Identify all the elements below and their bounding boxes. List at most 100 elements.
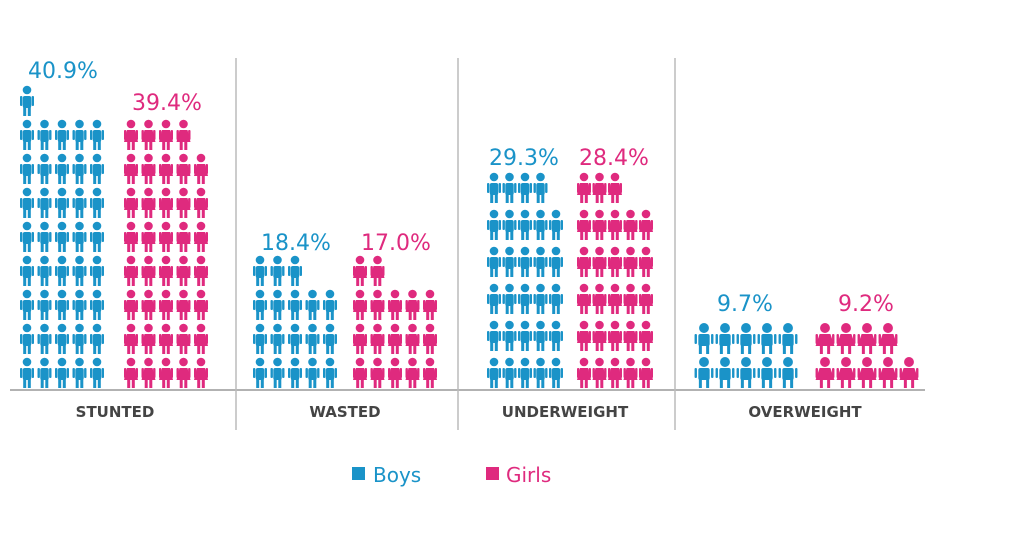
girl-icon <box>577 246 591 277</box>
boy-icon <box>270 289 285 320</box>
boy-icon <box>305 357 320 388</box>
girl-icon <box>623 209 638 240</box>
boy-icon <box>253 289 267 320</box>
girl-icon <box>608 172 622 203</box>
legend-label-boys: Boys <box>373 463 421 487</box>
girl-icon <box>176 119 191 150</box>
girl-icon <box>423 289 437 320</box>
girl-icon <box>592 172 607 203</box>
boy-icon <box>487 320 501 351</box>
girl-icon <box>353 323 367 354</box>
boy-icon <box>502 172 517 203</box>
girl-icon <box>159 323 173 354</box>
boy-icon <box>90 221 104 252</box>
girl-icon <box>124 289 138 320</box>
boy-icon <box>502 357 517 388</box>
girl-icon <box>370 323 385 354</box>
boy-icon <box>549 209 563 240</box>
girl-icon <box>124 357 138 388</box>
girl-icon <box>639 209 653 240</box>
boy-icon <box>37 119 52 150</box>
boy-icon <box>518 246 532 277</box>
girl-icon <box>577 209 591 240</box>
boy-icon <box>487 209 501 240</box>
boy-icon <box>757 357 777 388</box>
boy-icon <box>533 320 548 351</box>
boy-icon <box>518 320 532 351</box>
girl-icon <box>836 357 856 388</box>
boy-icon <box>20 221 34 252</box>
boy-icon <box>518 283 532 314</box>
boy-icon <box>502 246 517 277</box>
boy-icon <box>37 357 52 388</box>
boy-icon <box>72 323 87 354</box>
girl-icon <box>623 357 638 388</box>
girl-icon <box>623 320 638 351</box>
girl-icon <box>176 289 191 320</box>
boy-icon <box>518 357 532 388</box>
girl-icon <box>592 283 607 314</box>
boy-icon <box>90 255 104 286</box>
boy-icon <box>90 357 104 388</box>
boy-icon <box>518 172 532 203</box>
boy-icon <box>502 320 517 351</box>
boy-icon <box>72 255 87 286</box>
girl-icon <box>405 289 420 320</box>
girl-icon <box>124 221 138 252</box>
girl-icon <box>141 153 156 184</box>
boy-icon <box>20 187 34 218</box>
boy-icon <box>55 255 69 286</box>
girl-icon <box>194 289 208 320</box>
girl-icon <box>194 153 208 184</box>
boy-icon <box>55 187 69 218</box>
boy-icon <box>72 357 87 388</box>
category-label-wasted: WASTED <box>309 403 380 421</box>
girl-icon <box>370 255 385 286</box>
boy-icon <box>270 323 285 354</box>
girl-icon <box>370 289 385 320</box>
girl-icon <box>388 323 402 354</box>
girl-icon <box>857 357 877 388</box>
boy-icon <box>270 357 285 388</box>
boy-icon <box>533 172 548 203</box>
girl-icon <box>141 221 156 252</box>
boy-icon <box>37 323 52 354</box>
boy-icon <box>72 187 87 218</box>
icon-layer <box>20 85 919 388</box>
value-label-overweight-girls: 9.2% <box>838 292 894 317</box>
girl-icon <box>815 357 835 388</box>
boy-icon <box>20 289 34 320</box>
girl-icon <box>608 283 622 314</box>
girl-icon <box>878 323 898 354</box>
boy-icon <box>20 153 34 184</box>
girl-icon <box>353 357 367 388</box>
boy-icon <box>323 357 337 388</box>
boy-icon <box>55 153 69 184</box>
boy-icon <box>72 153 87 184</box>
boy-icon <box>72 221 87 252</box>
boy-icon <box>778 323 798 354</box>
girl-icon <box>176 323 191 354</box>
value-label-wasted-girls: 17.0% <box>361 231 431 256</box>
girl-icon <box>141 255 156 286</box>
boy-icon <box>72 119 87 150</box>
girl-icon <box>141 323 156 354</box>
boy-icon <box>288 255 302 286</box>
boy-icon <box>549 320 563 351</box>
girl-icon <box>623 246 638 277</box>
girl-icon <box>388 357 402 388</box>
boy-icon <box>253 357 267 388</box>
girl-icon <box>899 357 919 388</box>
boy-icon <box>288 323 302 354</box>
boy-icon <box>20 255 34 286</box>
boy-icon <box>715 357 735 388</box>
girl-icon <box>141 119 156 150</box>
value-label-stunted-boys: 40.9% <box>28 59 98 84</box>
girl-icon <box>194 323 208 354</box>
girl-icon <box>159 187 173 218</box>
boy-icon <box>90 187 104 218</box>
girl-icon <box>124 119 138 150</box>
girl-icon <box>124 323 138 354</box>
boy-icon <box>90 323 104 354</box>
